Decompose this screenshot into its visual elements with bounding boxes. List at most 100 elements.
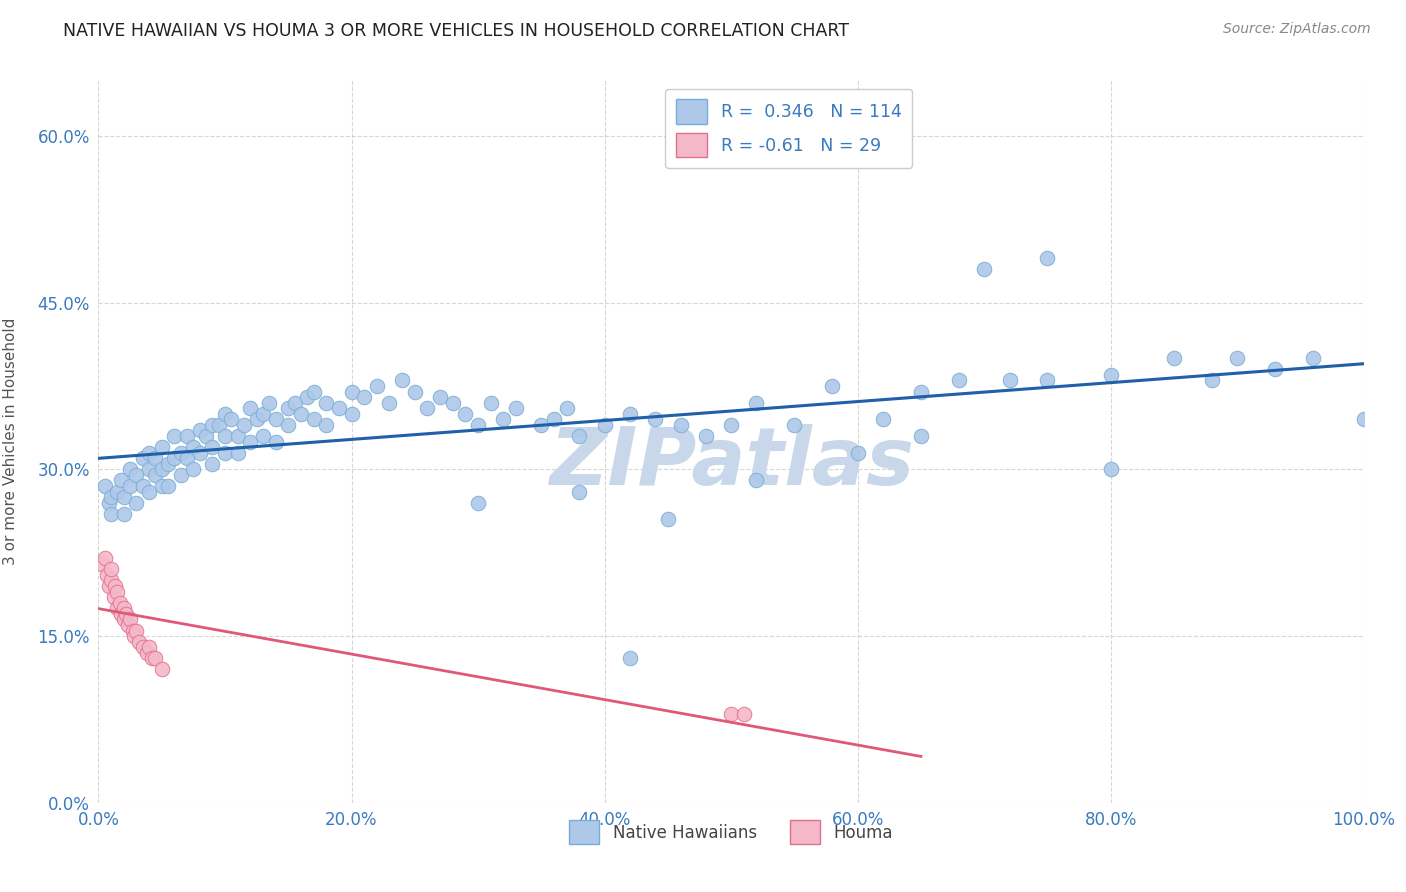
- Point: [505, 401, 527, 416]
- Point: [1226, 351, 1249, 366]
- Point: [138, 484, 160, 499]
- Point: [132, 451, 155, 466]
- Point: [340, 407, 363, 421]
- Point: [1036, 251, 1059, 265]
- Point: [1302, 351, 1324, 366]
- Point: [619, 651, 641, 665]
- Point: [657, 512, 679, 526]
- Point: [720, 706, 742, 721]
- Point: [169, 467, 191, 482]
- Point: [150, 479, 173, 493]
- Point: [226, 429, 249, 443]
- Point: [150, 440, 173, 454]
- Point: [910, 384, 932, 399]
- Point: [302, 412, 325, 426]
- Point: [1036, 373, 1059, 387]
- Point: [1353, 412, 1375, 426]
- Point: [201, 457, 224, 471]
- Point: [201, 440, 224, 454]
- Point: [530, 417, 553, 432]
- Point: [492, 412, 515, 426]
- Point: [93, 551, 117, 566]
- Point: [264, 412, 287, 426]
- Text: Source: ZipAtlas.com: Source: ZipAtlas.com: [1223, 22, 1371, 37]
- Point: [246, 412, 269, 426]
- Point: [100, 490, 122, 504]
- Point: [555, 401, 578, 416]
- Point: [214, 445, 236, 459]
- Point: [125, 496, 148, 510]
- Point: [120, 462, 141, 476]
- Point: [112, 490, 135, 504]
- Point: [169, 445, 191, 459]
- Point: [163, 451, 186, 466]
- Point: [214, 429, 236, 443]
- Point: [145, 651, 166, 665]
- Point: [176, 429, 198, 443]
- Point: [97, 579, 120, 593]
- Point: [340, 384, 363, 399]
- Point: [103, 590, 125, 604]
- Point: [568, 484, 591, 499]
- Point: [593, 417, 616, 432]
- Point: [104, 579, 127, 593]
- Point: [669, 417, 692, 432]
- Point: [125, 467, 148, 482]
- Point: [479, 395, 502, 409]
- Point: [117, 618, 139, 632]
- Point: [163, 429, 186, 443]
- Point: [150, 462, 173, 476]
- Legend: Native Hawaiians, Houma: Native Hawaiians, Houma: [561, 812, 901, 852]
- Point: [973, 262, 995, 277]
- Point: [872, 412, 894, 426]
- Point: [391, 373, 413, 387]
- Point: [188, 424, 211, 438]
- Point: [138, 445, 160, 459]
- Point: [378, 395, 401, 409]
- Point: [1099, 368, 1122, 382]
- Point: [568, 429, 591, 443]
- Point: [112, 507, 135, 521]
- Point: [846, 445, 869, 459]
- Point: [416, 401, 439, 416]
- Y-axis label: 3 or more Vehicles in Household: 3 or more Vehicles in Household: [3, 318, 18, 566]
- Point: [302, 384, 325, 399]
- Point: [467, 496, 489, 510]
- Point: [108, 596, 131, 610]
- Point: [214, 407, 236, 421]
- Point: [910, 429, 932, 443]
- Point: [176, 451, 198, 466]
- Point: [201, 417, 224, 432]
- Point: [132, 640, 155, 655]
- Point: [720, 417, 742, 432]
- Point: [252, 429, 274, 443]
- Point: [695, 429, 717, 443]
- Point: [328, 401, 350, 416]
- Point: [745, 395, 768, 409]
- Point: [112, 612, 135, 626]
- Point: [115, 607, 138, 621]
- Point: [290, 407, 312, 421]
- Point: [132, 479, 155, 493]
- Point: [353, 390, 375, 404]
- Point: [239, 434, 262, 449]
- Point: [91, 557, 114, 571]
- Point: [277, 401, 299, 416]
- Point: [122, 629, 145, 643]
- Point: [157, 479, 180, 493]
- Point: [644, 412, 666, 426]
- Point: [107, 484, 129, 499]
- Point: [208, 417, 231, 432]
- Point: [107, 601, 129, 615]
- Point: [183, 440, 205, 454]
- Point: [145, 467, 166, 482]
- Point: [97, 496, 120, 510]
- Point: [100, 507, 122, 521]
- Point: [1099, 462, 1122, 476]
- Point: [467, 417, 489, 432]
- Point: [188, 445, 211, 459]
- Point: [1264, 362, 1286, 376]
- Point: [93, 479, 117, 493]
- Point: [183, 462, 205, 476]
- Point: [150, 662, 173, 676]
